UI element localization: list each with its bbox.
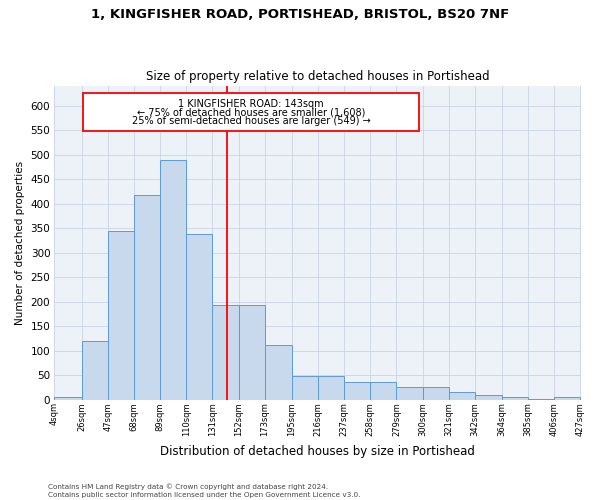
Bar	[82, 340, 108, 400]
Bar	[318, 376, 344, 400]
Bar	[422, 388, 449, 400]
Bar	[265, 344, 292, 400]
Bar	[292, 376, 318, 400]
Text: Contains public sector information licensed under the Open Government Licence v3: Contains public sector information licen…	[48, 492, 361, 498]
Text: Contains HM Land Registry data © Crown copyright and database right 2024.: Contains HM Land Registry data © Crown c…	[48, 484, 328, 490]
Bar	[108, 230, 134, 400]
X-axis label: Distribution of detached houses by size in Portishead: Distribution of detached houses by size …	[160, 444, 475, 458]
Bar	[55, 397, 82, 400]
Bar	[397, 388, 422, 400]
Text: 1 KINGFISHER ROAD: 143sqm: 1 KINGFISHER ROAD: 143sqm	[178, 100, 324, 110]
FancyBboxPatch shape	[83, 93, 419, 131]
Title: Size of property relative to detached houses in Portishead: Size of property relative to detached ho…	[146, 70, 489, 84]
Bar	[475, 394, 502, 400]
Bar	[212, 306, 239, 400]
Bar	[370, 382, 397, 400]
Bar	[344, 382, 370, 400]
Bar	[239, 306, 265, 400]
Bar	[186, 234, 212, 400]
Text: 1, KINGFISHER ROAD, PORTISHEAD, BRISTOL, BS20 7NF: 1, KINGFISHER ROAD, PORTISHEAD, BRISTOL,…	[91, 8, 509, 20]
Bar	[554, 397, 580, 400]
Bar	[502, 397, 528, 400]
Y-axis label: Number of detached properties: Number of detached properties	[15, 160, 25, 325]
Bar	[134, 195, 160, 400]
Bar	[528, 398, 554, 400]
Bar	[449, 392, 475, 400]
Text: 25% of semi-detached houses are larger (549) →: 25% of semi-detached houses are larger (…	[131, 116, 370, 126]
Bar	[160, 160, 186, 400]
Text: ← 75% of detached houses are smaller (1,608): ← 75% of detached houses are smaller (1,…	[137, 108, 365, 118]
